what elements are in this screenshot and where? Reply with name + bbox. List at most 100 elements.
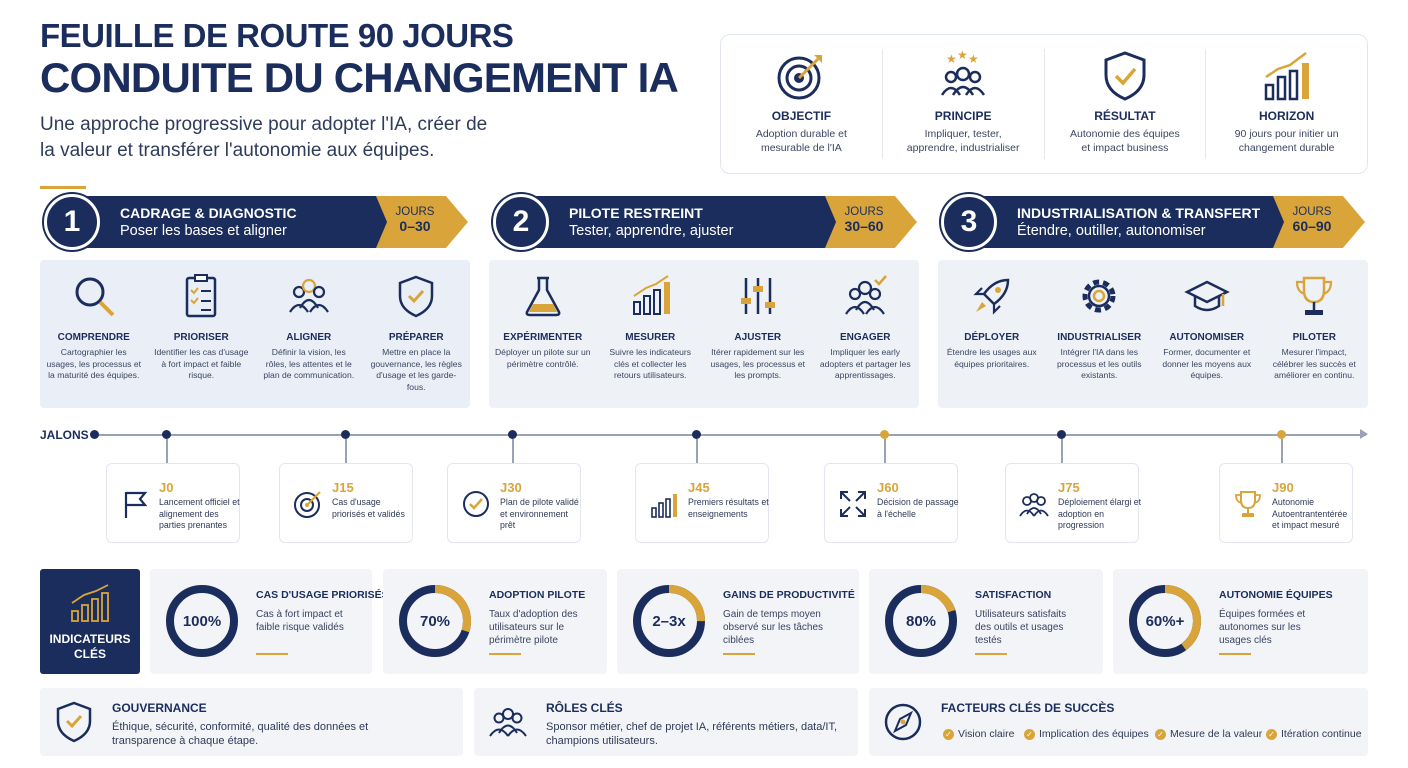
phase-2-header: JOURS 30–60 2 PILOTE RESTREINT Tester, a… — [493, 194, 917, 250]
timeline-dot — [508, 430, 517, 439]
svg-text:★: ★ — [957, 49, 968, 62]
timeline-dot — [1057, 430, 1066, 439]
timeline-dot — [880, 430, 889, 439]
milestone-j60: J60 Décision de passage à l'échelle — [824, 463, 959, 543]
step-ajuster: AJUSTER Itérer rapidement sur les usages… — [704, 272, 812, 408]
timeline-line — [96, 434, 1366, 436]
shield-icon — [399, 275, 434, 318]
kpi-title: GAINS DE PRODUCTIVITÉ — [723, 589, 855, 601]
overview-horizon: HORIZON 90 jours pour initier un changem… — [1206, 49, 1367, 159]
kpi-desc: Gain de temps moyen observé sur les tâch… — [723, 609, 824, 646]
overview-title: PRINCIPE — [934, 109, 992, 123]
growth-chart-icon — [71, 584, 109, 622]
checklist-icon — [186, 274, 217, 318]
kpi-title: ADOPTION PILOTE — [489, 589, 586, 601]
kpi-ring-remainder — [633, 585, 705, 657]
phase-title: INDUSTRIALISATION & TRANSFERT — [1017, 205, 1261, 221]
phase-number: 1 — [44, 194, 100, 250]
timeline-dot — [341, 430, 350, 439]
compass-icon — [884, 703, 922, 741]
sliders-icon — [740, 278, 775, 314]
flag-icon — [124, 491, 148, 518]
kpi-desc: Cas à fort impact et faible risque valid… — [256, 609, 344, 633]
governance-card: GOUVERNANCE Éthique, sécurité, conformit… — [40, 688, 463, 756]
overview-desc: Adoption durable et mesurable de l'IA — [755, 128, 847, 154]
kpi-title: CAS D'USAGE PRIORISÉS — [256, 589, 389, 601]
milestone-j75: J75 Déploiement élargi et adoption en pr… — [1005, 463, 1141, 543]
title-line-2: CONDUITE DU CHANGEMENT IA — [40, 54, 679, 101]
kpi-card: 80% SATISFACTION Utilisateurs satisfaits… — [869, 569, 1103, 674]
timeline-dot — [162, 430, 171, 439]
governance-desc: Éthique, sécurité, conformité, qualité d… — [112, 721, 369, 747]
roles-card: RÔLES CLÉS Sponsor métier, chef de proje… — [474, 688, 858, 756]
phase-1-header: JOURS 0–30 1 CADRAGE & DIAGNOSTIC Poser … — [44, 194, 468, 250]
overview-desc: 90 jours pour initier un changement dura… — [1234, 128, 1339, 154]
kpi-ring — [885, 585, 957, 657]
gear-icon — [1082, 279, 1116, 313]
kpi-desc: Taux d'adoption des utilisateurs sur le … — [489, 609, 578, 646]
success-factor: ✓ Mesure de la valeur — [1155, 728, 1262, 740]
overview-title: RÉSULTAT — [1094, 109, 1156, 123]
phase-1-steps: COMPRENDRE Cartographier les usages, les… — [40, 260, 470, 408]
overview-desc: Autonomie des équipes et impact business — [1070, 128, 1180, 154]
kpi-value: 60%+ — [1145, 612, 1185, 630]
kpi-header-label: INDICATEURS CLÉS — [49, 632, 131, 661]
roles-title: RÔLES CLÉS — [546, 701, 623, 715]
magnifier-icon — [75, 277, 115, 317]
kpi-desc: Équipes formées et autonomes sur les usa… — [1219, 609, 1306, 646]
overview-objectif: OBJECTIF Adoption durable et mesurable d… — [721, 49, 883, 159]
overview-title: OBJECTIF — [771, 109, 832, 123]
kpi-value: 100% — [182, 612, 222, 630]
kpi-value: 80% — [905, 612, 937, 630]
check-icon: ✓ — [1024, 728, 1035, 740]
shield-check-icon — [56, 701, 92, 743]
step-comprendre: COMPRENDRE Cartographier les usages, les… — [40, 272, 148, 408]
kpi-card: 2–3x GAINS DE PRODUCTIVITÉ Gain de temps… — [617, 569, 859, 674]
phase-3-steps: DÉPLOYER Étendre les usages aux équipes … — [938, 260, 1368, 408]
bar-chart-icon — [651, 494, 677, 518]
kpi-value: 2–3x — [652, 612, 686, 630]
phase-subtitle: Étendre, outiller, autonomiser — [1017, 223, 1206, 239]
overview-box: OBJECTIF Adoption durable et mesurable d… — [720, 34, 1368, 174]
kpi-ring — [633, 585, 705, 657]
step-industrialiser: INDUSTRIALISER Intégrer l'IA dans les pr… — [1046, 272, 1154, 408]
step-engager: ENGAGER Impliquer les early adopters et … — [812, 272, 920, 408]
kpi-ring-remainder — [885, 585, 957, 657]
title-line-1: FEUILLE DE ROUTE 90 JOURS — [40, 17, 514, 54]
overview-principe: ★ ★ ★ PRINCIPE Impliquer, tester, appren… — [883, 49, 1045, 159]
roles-desc: Sponsor métier, chef de projet IA, référ… — [546, 721, 838, 747]
success-factor: ✓ Vision claire — [943, 728, 1014, 740]
kpi-value: 70% — [419, 612, 451, 630]
phase-title: CADRAGE & DIAGNOSTIC — [120, 205, 297, 221]
step-preparer: PRÉPARER Mettre en place la gouvernance,… — [363, 272, 471, 408]
success-factor: ✓ Implication des équipes — [1024, 728, 1149, 740]
kpi-title: SATISFACTION — [975, 589, 1052, 601]
kpi-card: 70% ADOPTION PILOTE Taux d'adoption des … — [383, 569, 607, 674]
group-icon — [288, 278, 329, 313]
success-factor: ✓ Itération continue — [1266, 728, 1362, 740]
growth-chart-icon — [1264, 52, 1309, 101]
kpi-card: 100% CAS D'USAGE PRIORISÉS Cas à fort im… — [150, 569, 389, 674]
phase-2-steps: EXPÉRIMENTER Déployer un pilote sur un p… — [489, 260, 919, 408]
svg-text:★: ★ — [968, 52, 979, 66]
milestone-j90: J90 Autonomie Autoentrantentérée et impa… — [1219, 463, 1353, 543]
target-icon — [777, 55, 823, 100]
step-prioriser: PRIORISER Identifier les cas d'usage à f… — [148, 272, 256, 408]
phase-3-header: JOURS 60–90 3 INDUSTRIALISATION & TRANSF… — [941, 194, 1365, 250]
milestone-j45: J45 Premiers résultats et enseignements — [635, 463, 769, 543]
overview-resultat: RÉSULTAT Autonomie des équipes et impact… — [1045, 49, 1207, 159]
group-icon — [489, 708, 527, 737]
flask-icon — [525, 276, 561, 317]
group-icon — [1019, 493, 1049, 517]
kpi-title: AUTONOMIE ÉQUIPES — [1219, 589, 1333, 601]
check-icon: ✓ — [1155, 728, 1166, 740]
overview-title: HORIZON — [1258, 109, 1315, 123]
phase-days-tag: JOURS 60–90 — [1273, 196, 1365, 248]
kpi-card: 60%+ AUTONOMIE ÉQUIPES Équipes formées e… — [1113, 569, 1368, 674]
title-underline — [40, 186, 86, 189]
milestone-j0: J0 Lancement officiel et alignement des … — [106, 463, 240, 543]
timeline-dot — [692, 430, 701, 439]
phase-days-tag: JOURS 0–30 — [376, 196, 468, 248]
timeline-dot — [90, 430, 99, 439]
phase-days-tag: JOURS 30–60 — [825, 196, 917, 248]
